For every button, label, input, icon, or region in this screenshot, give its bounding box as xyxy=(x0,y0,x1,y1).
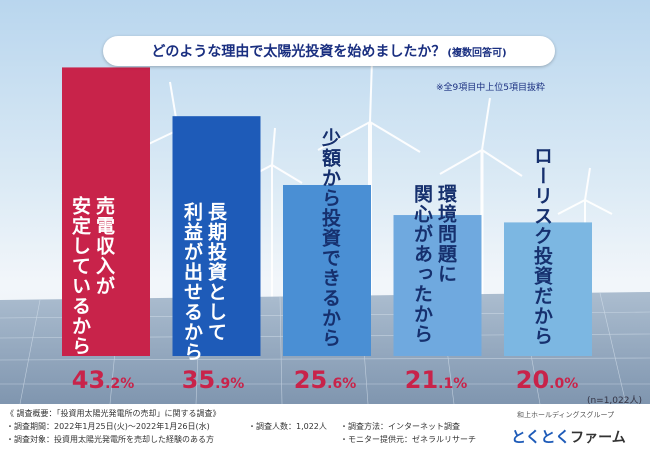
survey-period: ・調査期間：2022年1月25日(火)～2022年1月26日(水) xyxy=(6,422,210,431)
value-label-3: 25.6% xyxy=(293,366,357,394)
subset-note: ※全9項目中上位5項目抜粋 xyxy=(436,83,545,93)
bar-label-2: 長期投資として 利益が出せるから xyxy=(181,202,227,362)
bar-label-5: ローリスク投資だから xyxy=(531,146,553,346)
bar-4 xyxy=(393,215,482,356)
sample-size: (n=1,022人) xyxy=(586,396,642,406)
chart-title: どのような理由で太陽光投資を始めましたか？ (複数回答可) xyxy=(103,36,555,66)
survey-provider: ・モニター提供元：ゼネラルリサーチ xyxy=(340,435,476,444)
company-logo: とくとくファーム xyxy=(511,428,626,446)
value-label-4: 21.1% xyxy=(404,366,468,394)
chart-title-text: どのような理由で太陽光投資を始めましたか？ xyxy=(151,44,446,60)
bar-label-3: 少額から投資できるから xyxy=(319,128,341,348)
bar-label-4: 環境問題に 関心があったから xyxy=(411,184,457,344)
value-label-2: 35.9% xyxy=(181,366,245,394)
survey-method: ・調査方法：インターネット調査 xyxy=(340,422,460,431)
bar-3 xyxy=(283,184,371,356)
bar-label-1: 売電収入が 安定しているから xyxy=(69,196,115,356)
value-label-5: 20.0% xyxy=(515,366,579,394)
value-label-1: 43.2% xyxy=(71,366,135,394)
bars xyxy=(62,67,592,356)
survey-count: ・調査人数：1,022人 xyxy=(248,422,327,431)
survey-title: 《 調査概要：「投資用太陽光発電所の売却」に関する調査》 xyxy=(6,409,221,418)
bar-2 xyxy=(172,116,261,356)
survey-footer: 《 調査概要：「投資用太陽光発電所の売却」に関する調査》 ・調査期間：2022年… xyxy=(0,404,650,450)
bar-5 xyxy=(504,222,592,356)
logo-group-text: 和上ホールディングスグループ xyxy=(517,411,615,419)
bar-1 xyxy=(62,67,150,356)
chart-title-sub: (複数回答可) xyxy=(447,47,507,59)
survey-target: ・調査対象：投資用太陽光発電所を売却した経験のある方 xyxy=(6,435,214,444)
